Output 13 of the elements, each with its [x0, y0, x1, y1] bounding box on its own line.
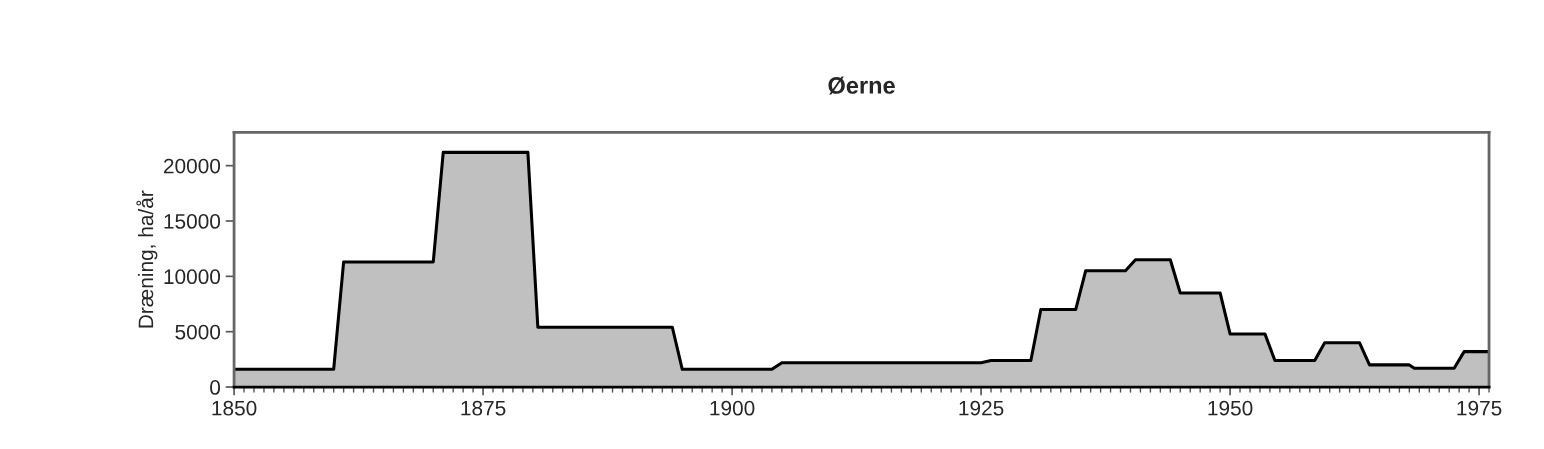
y-tick-label: 20000	[164, 158, 221, 174]
y-axis-title: Dræning, ha/år	[136, 190, 158, 328]
y-tick-label: 15000	[164, 214, 221, 229]
chart-title: Øerne	[828, 76, 895, 95]
y-tick-label: 5000	[175, 324, 221, 340]
x-tick-label: 1875	[461, 400, 506, 416]
y-tick-label: 10000	[164, 269, 221, 285]
y-tick-label: 0	[210, 380, 221, 395]
x-tick-label: 1950	[1208, 400, 1253, 416]
x-tick-label: 1850	[212, 400, 257, 416]
x-tick-label: 1900	[710, 400, 755, 416]
x-tick-label: 1925	[959, 400, 1004, 416]
x-tick-label: 1975	[1457, 400, 1502, 416]
